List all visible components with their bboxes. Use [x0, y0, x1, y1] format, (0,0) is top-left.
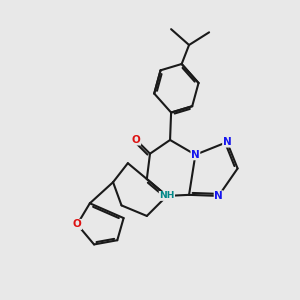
- Text: N: N: [214, 191, 223, 201]
- Text: O: O: [132, 135, 141, 145]
- Text: NH: NH: [159, 191, 175, 200]
- Text: N: N: [223, 137, 231, 147]
- Text: N: N: [191, 150, 200, 160]
- Text: O: O: [73, 219, 82, 230]
